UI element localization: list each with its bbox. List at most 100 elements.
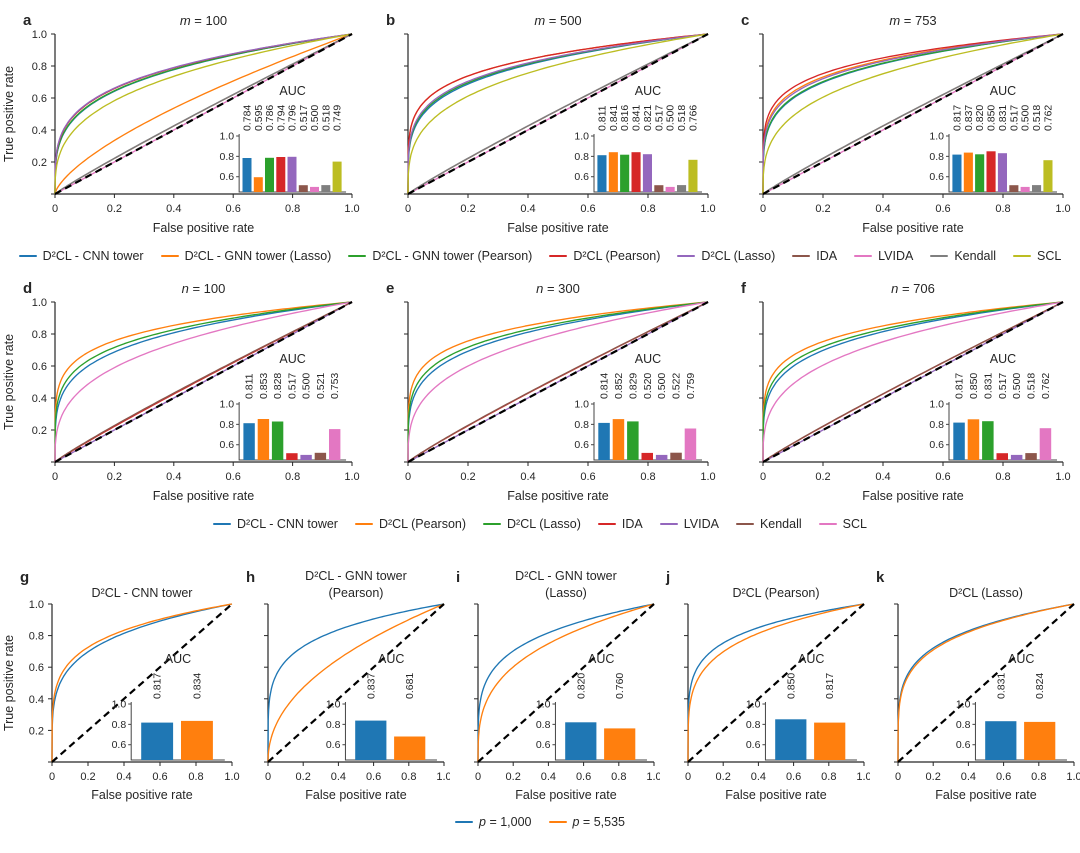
auc-bar-value-label: 0.500 [665, 105, 677, 131]
legend-line-swatch [548, 820, 567, 824]
legend-item-label: D²CL (Lasso) [701, 249, 776, 263]
roc-panel-h: h D²CL - GNN tower (Pearson) 0 0.2 0.4 0.6 0.8 1… [246, 569, 450, 802]
legend-item: p = 5,535 [548, 815, 625, 829]
auc-bar-m7 [321, 185, 331, 192]
inset-y-tick-label: 0.6 [746, 739, 761, 751]
y-tick-label: 0.6 [32, 361, 47, 373]
panel-row-ghijk: g D²CL - CNN tower 0 0.2 0.2 0.4 0.4 0.6 0.6 0.8 0… [0, 542, 1080, 806]
y-axis-label: True positive rate [2, 635, 16, 731]
legend-item: LVIDA [854, 249, 913, 263]
inset-y-tick-label: 1.0 [220, 131, 235, 143]
legend-line-swatch [18, 254, 37, 258]
legend-item-label: SCL [842, 517, 867, 531]
roc-curve-m1 [51, 603, 233, 763]
auc-bar-value-label: 0.749 [332, 105, 344, 131]
x-tick-label: 0.4 [166, 203, 181, 215]
y-tick-label: 0.8 [29, 631, 44, 643]
panel-title: n = 100 [182, 281, 226, 296]
auc-bar-value-label: 0.517 [1008, 105, 1020, 131]
x-axis-label: False positive rate [862, 489, 963, 503]
inset-y-tick-label: 0.8 [220, 151, 235, 163]
x-tick-label: 0.2 [815, 203, 830, 215]
x-tick-label: 0.2 [107, 203, 122, 215]
roc-curve-m6 [54, 301, 353, 463]
inset-y-tick-label: 0.8 [574, 419, 589, 431]
x-axis-label: False positive rate [507, 221, 608, 235]
auc-bar-value-label: 0.784 [242, 105, 254, 131]
legend-item: D²CL - CNN tower [18, 249, 144, 263]
legend-item-label: IDA [816, 249, 838, 263]
auc-inset-title: AUC [635, 352, 661, 366]
legend-line-swatch [659, 522, 678, 526]
auc-bar-value-label: 0.759 [685, 373, 697, 399]
auc-bar-m4 [997, 153, 1007, 192]
auc-bar-value-label: 0.762 [1042, 105, 1054, 131]
auc-bar-value-label: 0.500 [1020, 105, 1032, 131]
x-tick-label: 1.0 [1055, 203, 1070, 215]
x-tick-label: 0.2 [460, 203, 475, 215]
legend-line-swatch [213, 522, 232, 526]
x-tick-label: 0.4 [875, 203, 890, 215]
x-tick-label: 0.2 [926, 771, 941, 783]
chance-diagonal [687, 603, 865, 763]
x-tick-label: 0.4 [961, 771, 976, 783]
x-tick-label: 0.2 [815, 471, 830, 483]
roc-curve-m0 [477, 603, 655, 763]
x-tick-label: 0.6 [152, 771, 167, 783]
auc-bar-value-label: 0.817 [824, 673, 836, 699]
auc-bar-value-label: 0.796 [287, 105, 299, 131]
x-tick-label: 0 [265, 771, 271, 783]
legend-item-label: IDA [621, 517, 643, 531]
auc-bar-m6 [310, 186, 319, 192]
roc-curve-m6 [54, 33, 353, 195]
auc-bar-m6 [684, 428, 697, 460]
inset-y-tick-label: 1.0 [536, 699, 551, 711]
inset-y-tick-label: 1.0 [574, 131, 589, 143]
panel-title-line2: (Pearson) [329, 586, 384, 600]
x-tick-label: 0.6 [580, 471, 595, 483]
roc-panel-k: k D²CL (Lasso) 0 0.2 0.4 0.6 0.8 1.0 0.6 0.8 1.0 0.… [876, 569, 1080, 802]
legend-item-label: D²CL - GNN tower (Pearson) [372, 249, 533, 263]
auc-inset-title: AUC [1008, 652, 1034, 666]
roc-curve-m1 [54, 33, 353, 195]
auc-bar-m4 [655, 454, 668, 460]
auc-bar-m1 [967, 419, 980, 460]
roc-curve-m1 [477, 603, 655, 763]
legend-item: IDA [597, 517, 643, 531]
auc-bar-value-label: 0.595 [253, 105, 265, 131]
legend-line-swatch [854, 254, 873, 258]
legend-item-label: LVIDA [878, 249, 914, 263]
legend-item-label: Kendall [954, 249, 997, 263]
chance-diagonal [51, 603, 233, 763]
x-tick-label: 0.4 [520, 471, 535, 483]
auc-bar-value-label: 0.837 [365, 673, 377, 699]
legend-item: SCL [818, 517, 867, 531]
legend-item: D²CL (Pearson) [354, 517, 466, 531]
roc-curve-m0 [267, 603, 445, 763]
x-tick-label: 0.4 [875, 471, 890, 483]
x-tick-label: 0.6 [996, 771, 1011, 783]
legend-line-swatch [677, 254, 696, 258]
x-tick-label: 1.0 [1055, 471, 1070, 483]
panel-title: m = 100 [180, 13, 227, 28]
auc-bar-m4 [287, 156, 297, 192]
legend-line-swatch [455, 820, 474, 824]
panel-title: m = 500 [534, 13, 581, 28]
inset-y-tick-label: 1.0 [326, 699, 341, 711]
inset-y-tick-label: 0.8 [536, 719, 551, 731]
auc-bar-m0 [243, 423, 255, 460]
x-tick-label: 0.8 [611, 771, 626, 783]
roc-curve-m4 [54, 33, 353, 195]
panel-letter: i [456, 569, 460, 586]
legend-item: D²CL (Lasso) [677, 249, 775, 263]
y-tick-label: 0.4 [32, 125, 47, 137]
x-tick-label: 0.4 [520, 203, 535, 215]
roc-curve-m1 [54, 301, 353, 463]
auc-bar-value-label: 0.753 [329, 373, 341, 399]
x-tick-label: 0.4 [166, 471, 181, 483]
chance-diagonal [54, 301, 353, 463]
y-tick-label: 0.2 [29, 725, 44, 737]
auc-bar-value-label: 0.831 [997, 105, 1009, 131]
y-tick-label: 0.4 [32, 393, 47, 405]
